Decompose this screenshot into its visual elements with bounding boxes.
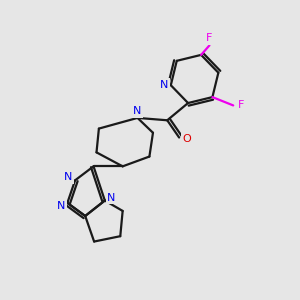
Text: N: N [160,80,169,90]
Text: F: F [238,100,244,110]
Text: F: F [206,33,213,43]
Text: O: O [182,134,191,144]
Text: N: N [64,172,73,182]
Text: N: N [57,201,65,211]
Text: N: N [133,106,141,116]
Text: N: N [107,193,116,202]
